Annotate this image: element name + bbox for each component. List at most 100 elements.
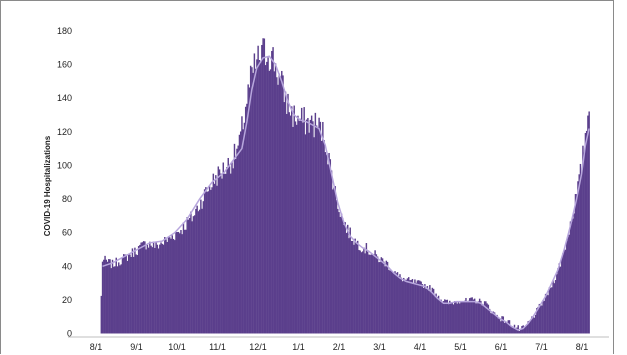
bar <box>197 211 200 334</box>
x-tick-label: 11/1 <box>209 342 226 352</box>
bar <box>253 53 256 334</box>
bar <box>177 231 180 334</box>
bar <box>141 242 144 334</box>
y-tick-label: 20 <box>62 295 72 305</box>
bar <box>196 205 198 334</box>
bar <box>537 306 539 334</box>
bar <box>584 133 587 334</box>
bar <box>302 122 304 334</box>
bar <box>358 249 360 334</box>
bar <box>307 117 309 334</box>
bar <box>310 115 313 334</box>
bar <box>518 331 521 334</box>
bar <box>379 261 381 334</box>
bar <box>511 326 513 334</box>
bar <box>583 152 585 334</box>
bar <box>142 241 145 334</box>
bar <box>426 286 429 334</box>
bar <box>544 293 547 334</box>
bar <box>289 115 292 334</box>
bar <box>186 217 188 334</box>
bar <box>297 115 299 334</box>
x-tick-label: 9/1 <box>130 342 143 352</box>
bar <box>157 248 160 334</box>
bar <box>171 235 173 334</box>
y-tick-label: 80 <box>62 194 72 204</box>
bar <box>585 130 588 334</box>
bar <box>478 298 481 334</box>
bar <box>419 280 421 334</box>
bar <box>561 257 563 334</box>
bar-series <box>100 38 590 334</box>
bar <box>414 279 416 334</box>
bar <box>191 221 193 334</box>
x-tick-label: 3/1 <box>373 342 386 352</box>
bar <box>120 264 122 334</box>
bar <box>430 292 432 334</box>
bar <box>502 316 505 334</box>
bar <box>459 303 461 334</box>
bar <box>248 87 251 334</box>
bar <box>104 255 106 334</box>
bar <box>355 242 358 334</box>
bar <box>292 126 294 334</box>
y-tick-label: 60 <box>62 228 72 238</box>
bar <box>339 216 341 334</box>
bar <box>477 301 480 334</box>
bar <box>207 191 210 334</box>
bar <box>454 301 456 334</box>
bar <box>571 221 573 334</box>
y-tick-labels: 0 20 40 60 80 100 120 140 160 180 <box>57 26 72 339</box>
bar <box>523 326 526 334</box>
bar <box>101 261 104 334</box>
bar <box>338 212 340 334</box>
bar <box>256 59 258 334</box>
bar <box>501 316 503 334</box>
bar <box>330 170 333 334</box>
bar <box>573 213 575 334</box>
bar <box>220 173 222 334</box>
bar <box>322 121 324 334</box>
bar <box>495 315 497 334</box>
bar <box>548 287 551 334</box>
bar <box>556 274 558 334</box>
bar <box>505 321 507 334</box>
bar <box>176 231 178 334</box>
bar <box>503 322 506 334</box>
bar <box>496 314 498 334</box>
x-tick-label: 8/1 <box>90 342 103 352</box>
bar <box>201 208 203 334</box>
bar <box>547 295 549 334</box>
bar <box>303 107 305 334</box>
bar <box>180 230 182 334</box>
bar <box>343 224 345 334</box>
bar <box>578 174 580 334</box>
bar <box>500 321 502 334</box>
bar <box>588 111 590 334</box>
bar <box>167 236 170 334</box>
bar <box>110 268 112 334</box>
bar <box>175 232 177 334</box>
bar <box>353 244 355 334</box>
bar <box>569 221 572 334</box>
bar <box>563 249 565 334</box>
bar <box>236 148 238 334</box>
bar <box>398 276 400 334</box>
bar <box>119 265 121 334</box>
bar <box>254 68 257 334</box>
bar <box>295 124 298 334</box>
bar <box>497 318 500 334</box>
bar <box>439 300 441 334</box>
bar <box>476 303 478 334</box>
bar <box>100 295 103 334</box>
bar <box>577 181 579 334</box>
bar <box>394 271 396 334</box>
bar <box>383 261 385 334</box>
bar <box>549 287 552 334</box>
bar <box>574 194 577 334</box>
bar <box>165 239 167 334</box>
bar <box>244 106 247 334</box>
bar <box>319 121 322 334</box>
bar <box>506 322 508 334</box>
bar <box>580 172 583 334</box>
